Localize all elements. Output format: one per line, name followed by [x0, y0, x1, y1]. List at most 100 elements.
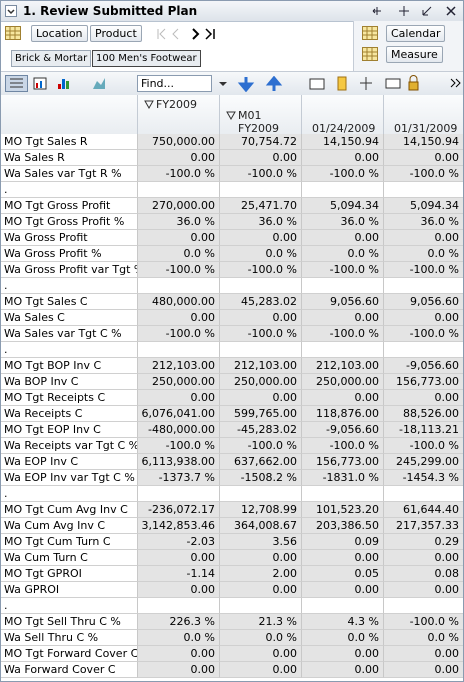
cell-value: -9,056.60: [301, 422, 383, 438]
cell-value: 203,386.50: [301, 518, 383, 534]
grid-row: MO Tgt Cum Turn C -2.03 3.56 0.09 0.29: [1, 534, 463, 550]
cell-value: 36.0 %: [137, 214, 219, 230]
row-label: .: [1, 598, 137, 614]
grid-row: .: [1, 598, 463, 614]
cell-value: 6,076,041.00: [137, 406, 219, 422]
cell-value: -100.0 %: [219, 438, 301, 454]
cell-value: 212,103.00: [137, 358, 219, 374]
cell-value: 9,056.60: [301, 294, 383, 310]
cell-value: 0.0 %: [219, 246, 301, 262]
cell-value: -100.0 %: [137, 438, 219, 454]
grid-row: .: [1, 278, 463, 294]
row-label: MO Tgt Gross Profit %: [1, 214, 137, 230]
find-input[interactable]: Find...: [137, 75, 212, 92]
cell-value: [383, 182, 463, 198]
cell-value: 101,523.20: [301, 502, 383, 518]
row-label: MO Tgt BOP Inv C: [1, 358, 137, 374]
cell-value: 0.00: [137, 646, 219, 662]
cell-value: -100.0 %: [219, 326, 301, 342]
location-button[interactable]: Location: [31, 25, 88, 42]
cell-value: -18,113.21: [383, 422, 463, 438]
cell-value: 21.3 %: [219, 614, 301, 630]
cell-value: -480,000.00: [137, 422, 219, 438]
column-header-cell: 01/31/2009: [383, 95, 463, 135]
row-label: Wa Sales var Tgt C %: [1, 326, 137, 342]
cell-value: [383, 278, 463, 294]
panel-title: 1. Review Submitted Plan: [23, 4, 198, 18]
cell-value: 270,000.00: [137, 198, 219, 214]
cell-value: -100.0 %: [301, 166, 383, 182]
cell-value: 36.0 %: [301, 214, 383, 230]
calendar-button[interactable]: Calendar: [386, 25, 446, 42]
cell-value: -100.0 %: [137, 166, 219, 182]
measure-button[interactable]: Measure: [386, 46, 443, 63]
cell-value: 0.0 %: [137, 630, 219, 646]
breadcrumb[interactable]: 100 Men's Footwear: [92, 50, 201, 67]
cell-value: 0.00: [301, 310, 383, 326]
cell-value: -100.0 %: [383, 262, 463, 278]
cell-value: -100.0 %: [301, 326, 383, 342]
cell-value: 0.09: [301, 534, 383, 550]
row-label: .: [1, 486, 137, 502]
grid-row: Wa Sales var Tgt R % -100.0 % -100.0 % -100…: [1, 166, 463, 182]
product-button[interactable]: Product: [90, 25, 142, 42]
cell-value: 3,142,853.46: [137, 518, 219, 534]
cell-value: -100.0 %: [219, 262, 301, 278]
grid-row: Wa Cum Avg Inv C 3,142,853.46 364,008.67 20…: [1, 518, 463, 534]
grid-row: MO Tgt BOP Inv C 212,103.00 212,103.00 212,…: [1, 358, 463, 374]
cell-value: 0.00: [219, 230, 301, 246]
cell-value: -1373.7 %: [137, 470, 219, 486]
cell-value: [301, 598, 383, 614]
cell-value: [137, 278, 219, 294]
axis-panel: Calendar Measure: [353, 21, 463, 71]
cell-value: 0.00: [219, 646, 301, 662]
cell-value: 0.00: [137, 230, 219, 246]
window-controls[interactable]: [371, 4, 461, 18]
expand-icon[interactable]: [226, 111, 236, 120]
collapse-icon[interactable]: [5, 5, 17, 17]
cell-value: 0.00: [219, 550, 301, 566]
cell-value: 245,299.00: [383, 454, 463, 470]
title-bar: 1. Review Submitted Plan: [1, 1, 463, 22]
grid-row: MO Tgt Gross Profit 270,000.00 25,471.70 5,…: [1, 198, 463, 214]
cell-value: -1508.2 %: [219, 470, 301, 486]
cell-value: 0.00: [301, 550, 383, 566]
cell-value: 156,773.00: [383, 374, 463, 390]
cell-value: 0.00: [301, 150, 383, 166]
grid-row: MO Tgt Gross Profit % 36.0 % 36.0 % 36.0 % 3…: [1, 214, 463, 230]
cell-value: 36.0 %: [383, 214, 463, 230]
grid-row: MO Tgt Sales R 750,000.00 70,754.72 14,150.…: [1, 134, 463, 150]
cell-value: 250,000.00: [301, 374, 383, 390]
tool-icons[interactable]: [306, 75, 461, 92]
row-label: Wa Sales C: [1, 310, 137, 326]
cell-value: 0.00: [301, 646, 383, 662]
breadcrumb[interactable]: Brick & Mortar: [11, 50, 92, 67]
cell-value: 118,876.00: [301, 406, 383, 422]
row-label: Wa Receipts var Tgt C %: [1, 438, 137, 454]
grid-row: MO Tgt GPROI -1.14 2.00 0.05 0.08: [1, 566, 463, 582]
row-label: MO Tgt EOP Inv C: [1, 422, 137, 438]
cell-value: 70,754.72: [219, 134, 301, 150]
cell-value: 0.00: [383, 582, 463, 598]
view-icons[interactable]: [5, 75, 135, 92]
row-label: MO Tgt GPROI: [1, 566, 137, 582]
cell-value: 0.0 %: [137, 246, 219, 262]
nav-arrows[interactable]: [156, 27, 221, 41]
column-label: 01/24/2009: [312, 122, 376, 135]
row-label: .: [1, 182, 137, 198]
expand-icon[interactable]: [144, 100, 154, 109]
column-label: FY2009: [156, 98, 198, 111]
cell-value: 0.00: [219, 582, 301, 598]
sort-icons[interactable]: [216, 76, 286, 92]
cell-value: 25,471.70: [219, 198, 301, 214]
grid-row: Wa Forward Cover C 0.00 0.00 0.00 0.00: [1, 662, 463, 678]
cell-value: -1831.0 %: [301, 470, 383, 486]
row-label: Wa Sell Thru C %: [1, 630, 137, 646]
cell-value: 3.56: [219, 534, 301, 550]
cell-value: 36.0 %: [219, 214, 301, 230]
row-label: .: [1, 342, 137, 358]
grid-icon[interactable]: [5, 26, 21, 40]
grid-row: MO Tgt Sell Thru C % 226.3 % 21.3 % 4.3 % -1…: [1, 614, 463, 630]
grid-row: .: [1, 182, 463, 198]
cell-value: 0.08: [383, 566, 463, 582]
